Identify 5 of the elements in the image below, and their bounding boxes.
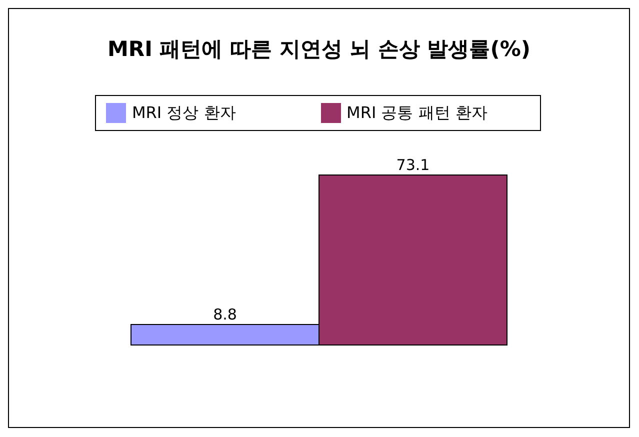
legend-label: MRI 정상 환자 xyxy=(132,102,236,124)
chart-title: MRI 패턴에 따른 지연성 뇌 손상 발생률(%) xyxy=(106,36,532,63)
data-label: 8.8 xyxy=(213,306,237,324)
legend-label: MRI 공통 패턴 환자 xyxy=(346,102,488,124)
data-label: 73.1 xyxy=(396,156,430,174)
